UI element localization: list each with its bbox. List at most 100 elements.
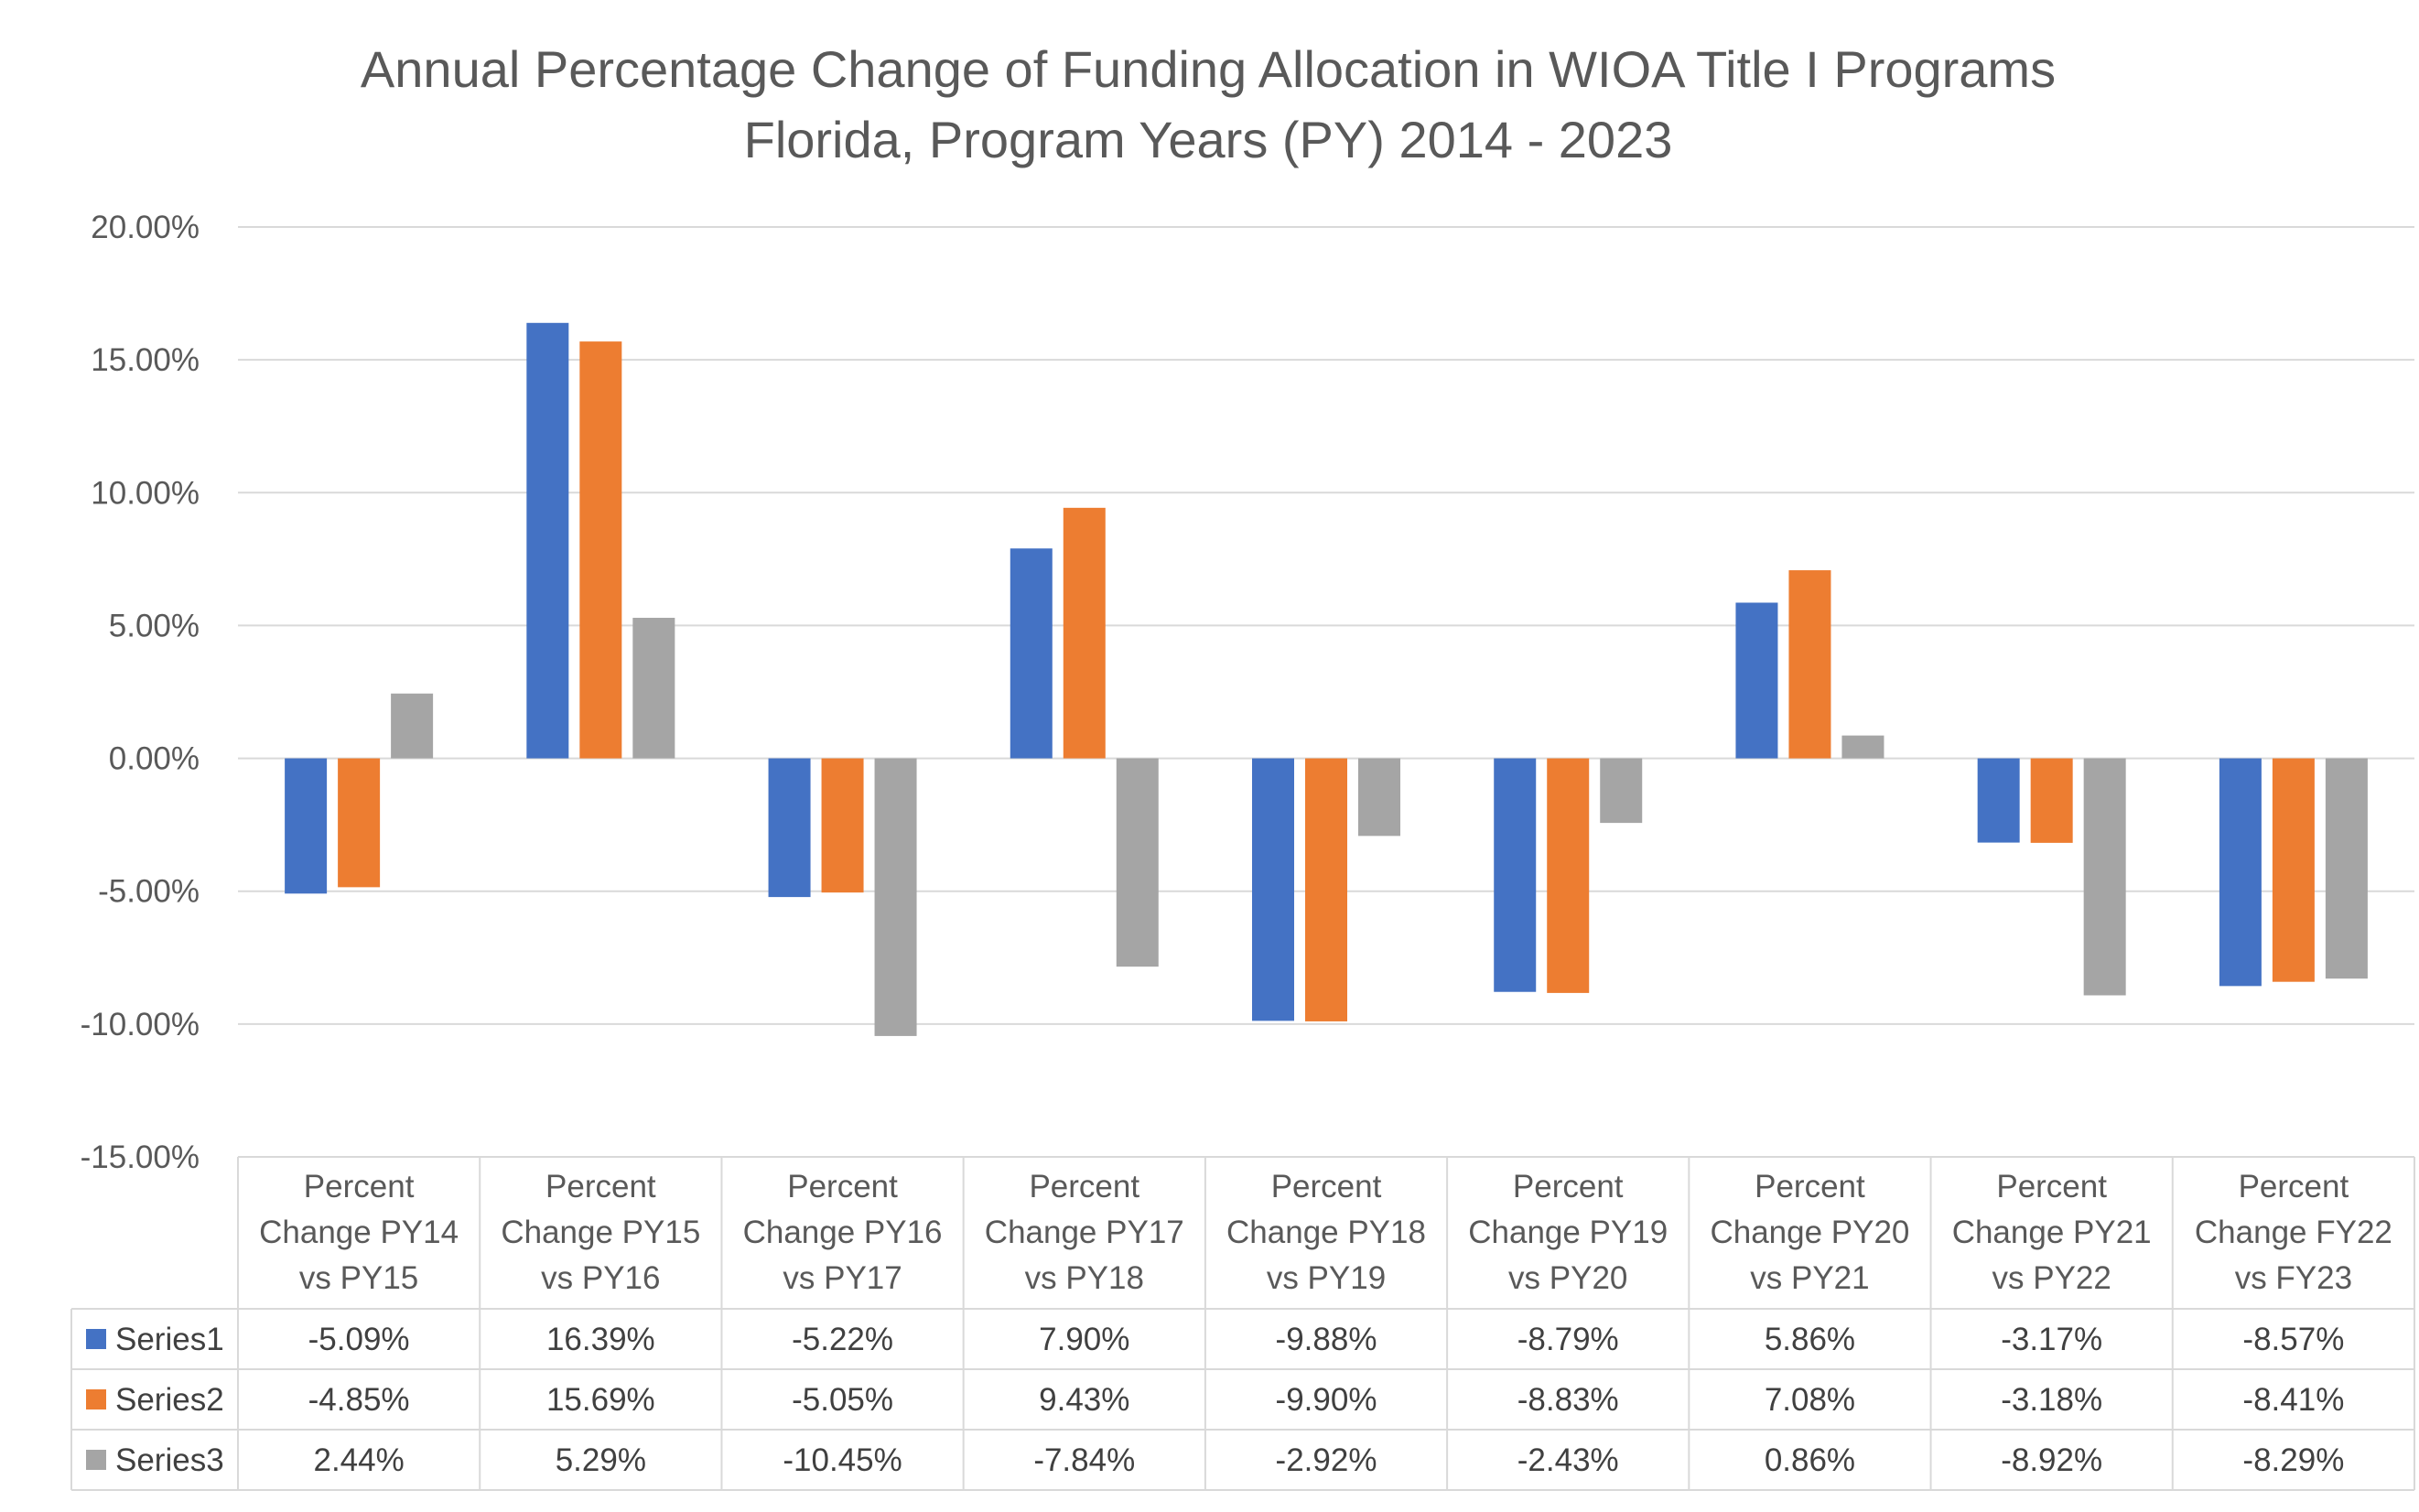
bar-series1-6: [1735, 602, 1778, 759]
category-label-line: Percent: [545, 1169, 656, 1204]
bar-series3-2: [874, 758, 917, 1036]
category-label: Percent Change PY18 vs PY19: [1226, 1169, 1426, 1296]
data-label: -8.29%: [2242, 1442, 2344, 1478]
y-tick-label: -10.00%: [81, 1007, 200, 1042]
category-label-line: Percent: [787, 1169, 898, 1204]
bar-series2-0: [338, 758, 381, 888]
bar-series3-4: [1358, 758, 1400, 837]
category-label-line: Change PY20: [1710, 1215, 1909, 1250]
data-label: 5.29%: [556, 1442, 646, 1478]
y-tick-label: 20.00%: [91, 210, 200, 245]
data-label: 15.69%: [546, 1382, 655, 1418]
category-label: Percent Change PY21 vs PY22: [1952, 1169, 2152, 1296]
series-name-series1: Series1: [115, 1322, 224, 1357]
category-label: Percent Change PY17 vs PY18: [985, 1169, 1184, 1296]
series-name-series3: Series3: [115, 1442, 224, 1478]
data-label: -8.41%: [2242, 1382, 2344, 1418]
bar-series2-7: [2030, 758, 2073, 843]
data-label: -9.88%: [1276, 1322, 1377, 1357]
category-label-line: vs PY16: [541, 1260, 660, 1296]
data-label: -8.79%: [1517, 1322, 1619, 1357]
bar-series1-2: [768, 758, 811, 898]
category-label: Percent Change FY22 vs FY23: [2195, 1169, 2392, 1296]
category-label: Percent Change PY19 vs PY20: [1468, 1169, 1668, 1296]
chart-title-line-1: Annual Percentage Change of Funding Allo…: [361, 40, 2056, 98]
y-tick-label: -5.00%: [98, 874, 200, 910]
data-label: -2.92%: [1276, 1442, 1377, 1478]
bar-series2-2: [821, 758, 864, 893]
category-label-line: Change FY22: [2195, 1215, 2392, 1250]
data-label: -9.90%: [1276, 1382, 1377, 1418]
y-tick-label: 0.00%: [109, 741, 200, 777]
category-label-line: vs PY20: [1508, 1260, 1627, 1296]
category-label-line: Change PY15: [501, 1215, 700, 1250]
data-label: -8.83%: [1517, 1382, 1619, 1418]
bar-series2-5: [1547, 758, 1590, 993]
category-label-line: vs PY15: [299, 1260, 418, 1296]
legend-swatch-series1: [86, 1329, 106, 1349]
category-label-line: vs PY19: [1267, 1260, 1386, 1296]
category-label-line: Change PY18: [1226, 1215, 1426, 1250]
bar-series1-1: [526, 322, 569, 759]
data-label: -3.17%: [2001, 1322, 2102, 1357]
bar-series2-8: [2272, 758, 2315, 982]
category-label-line: Change PY16: [743, 1215, 943, 1250]
series-name-series2: Series2: [115, 1382, 224, 1418]
data-label: 7.90%: [1039, 1322, 1129, 1357]
bar-series2-1: [579, 341, 622, 759]
category-label-line: Percent: [2239, 1169, 2349, 1204]
category-label: Percent Change PY15 vs PY16: [501, 1169, 700, 1296]
data-table: Percent Change PY14 vs PY15 Percent Change P…: [70, 1156, 2415, 1491]
category-label: Percent Change PY16 vs PY17: [743, 1169, 943, 1296]
category-label-line: vs FY23: [2235, 1260, 2352, 1296]
category-label-line: Percent: [304, 1169, 415, 1204]
bar-series3-1: [632, 618, 675, 759]
y-tick-label: 5.00%: [109, 608, 200, 643]
bars: [285, 322, 2368, 1036]
category-label: Percent Change PY20 vs PY21: [1710, 1169, 1909, 1296]
bar-series3-3: [1116, 758, 1159, 967]
bar-series2-4: [1305, 758, 1347, 1021]
category-label-line: Change PY17: [985, 1215, 1184, 1250]
y-axis-tick-labels: 20.00% 15.00% 10.00% 5.00% 0.00% -5.00% -10.00…: [81, 210, 200, 1175]
data-label: 16.39%: [546, 1322, 655, 1357]
data-label: 5.86%: [1765, 1322, 1855, 1357]
bar-series3-6: [1841, 735, 1884, 759]
bar-series1-7: [1977, 758, 2020, 843]
bar-series1-0: [285, 758, 328, 894]
category-label-line: vs PY18: [1025, 1260, 1144, 1296]
bar-series1-5: [1494, 758, 1537, 992]
data-label: 9.43%: [1039, 1382, 1129, 1418]
chart-title: Annual Percentage Change of Funding Allo…: [361, 40, 2056, 168]
legend-swatch-series3: [86, 1450, 106, 1470]
data-label: -7.84%: [1033, 1442, 1135, 1478]
data-label: 2.44%: [313, 1442, 404, 1478]
category-label-line: vs PY22: [1992, 1260, 2111, 1296]
data-label: 7.08%: [1765, 1382, 1855, 1418]
bar-series3-8: [2325, 758, 2368, 979]
category-label-line: Percent: [1271, 1169, 1382, 1204]
data-label: -5.05%: [792, 1382, 893, 1418]
chart-title-line-2: Florida, Program Years (PY) 2014 - 2023: [744, 111, 1673, 168]
bar-series2-3: [1063, 507, 1106, 759]
category-label-line: Percent: [1513, 1169, 1624, 1204]
data-label: -5.22%: [792, 1322, 893, 1357]
category-label-line: vs PY17: [783, 1260, 902, 1296]
category-label-line: Change PY14: [259, 1215, 459, 1250]
bar-series1-3: [1010, 548, 1053, 759]
data-label: -8.57%: [2242, 1322, 2344, 1357]
bar-series3-0: [391, 693, 434, 759]
y-tick-label: -15.00%: [81, 1139, 200, 1175]
data-label: -8.92%: [2001, 1442, 2102, 1478]
category-label-line: Percent: [1996, 1169, 2107, 1204]
data-label: -2.43%: [1517, 1442, 1619, 1478]
y-tick-label: 10.00%: [91, 475, 200, 511]
category-label-line: Percent: [1755, 1169, 1865, 1204]
data-label: -5.09%: [308, 1322, 410, 1357]
bar-series1-8: [2219, 758, 2262, 987]
y-tick-label: 15.00%: [91, 342, 200, 378]
bar-series2-6: [1788, 570, 1831, 759]
category-label-line: Percent: [1029, 1169, 1139, 1204]
data-label: 0.86%: [1765, 1442, 1855, 1478]
